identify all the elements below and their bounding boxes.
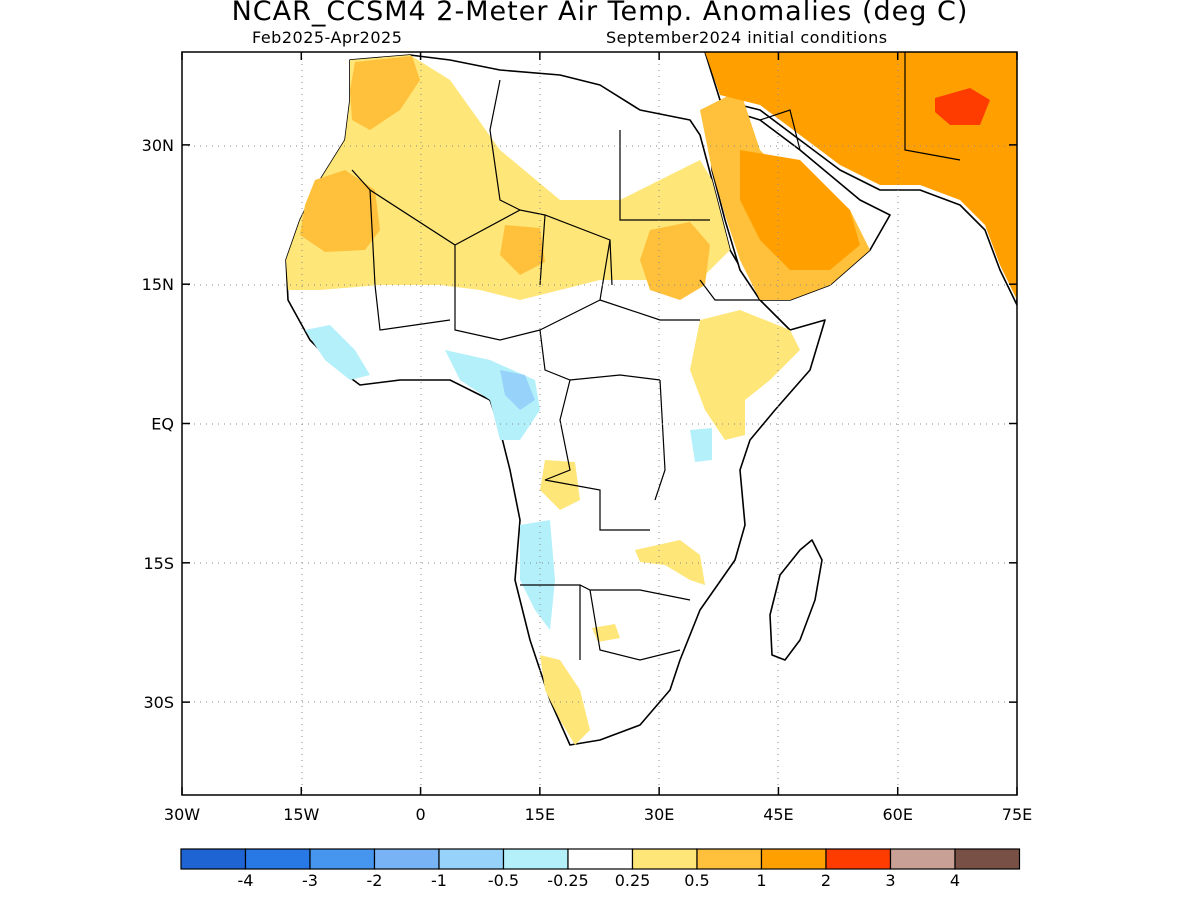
map-title: NCAR_CCSM4 2-Meter Air Temp. Anomalies (… [231,0,969,27]
anomaly-05-1-north [350,56,420,130]
anomaly-neg-cameroon [500,370,535,410]
anomaly-025-05-botswana [592,624,620,642]
legend-swatch [954,848,1021,870]
legend-label: -0.5 [488,871,519,888]
anomaly-05-1-chad [500,225,545,275]
legend-swatch [567,848,634,870]
lat-tick-label: 15S [143,554,174,573]
lon-tick-label: 75E [1002,805,1032,824]
anomaly-neg-namibia [520,520,555,630]
legend-label: -0.25 [547,871,588,888]
legend-swatches [180,848,1021,870]
legend-label: 1 [756,871,766,888]
anomaly-2-3-afghanistan [935,88,990,125]
anomaly-025-05-southafrica [540,655,590,745]
madagascar [769,539,823,661]
legend-label: -4 [238,871,254,888]
lon-tick-label: 60E [882,805,912,824]
legend-label: 4 [950,871,960,888]
lon-tick-label: 15W [283,805,319,824]
legend-label: 0.25 [615,871,651,888]
legend-label: 2 [821,871,831,888]
anomaly-025-05-horn [690,310,800,440]
longitude-axis: 30W 15W 0 15E 30E 45E 60E 75E [164,52,1032,824]
legend-swatch [631,848,698,870]
forecast-period: Feb2025-Apr2025 [252,28,403,47]
anomaly-05-1-westsahara [300,170,380,252]
color-legend: -4 -3 -2 -1 -0.5 -0.25 0.25 0.5 1 2 3 4 [180,848,1021,888]
legend-swatch [180,848,247,870]
legend-swatch [889,848,956,870]
legend-label: 3 [885,871,895,888]
legend-label: 0.5 [684,871,709,888]
anomaly-05-1-sudan [640,222,710,300]
legend-labels: -4 -3 -2 -1 -0.5 -0.25 0.25 0.5 1 2 3 4 [238,871,961,888]
latitude-axis: 30N 15N EQ 15S 30S [142,136,1017,712]
map-area [285,52,1017,746]
anomaly-neg-westafrica [305,325,370,380]
initial-conditions: September2024 initial conditions [606,28,888,47]
legend-swatch [244,848,311,870]
legend-swatch [760,848,827,870]
lat-tick-label: 15N [142,275,174,294]
legend-label: -1 [431,871,447,888]
anomaly-025-05-zambia [635,540,705,585]
lat-tick-label: 30N [142,136,174,155]
lon-tick-label: 15E [525,805,555,824]
legend-swatch [309,848,376,870]
legend-swatch [696,848,763,870]
legend-swatch [438,848,505,870]
legend-label: -3 [302,871,318,888]
anomaly-025-05-angola [540,460,580,510]
lon-tick-label: 0 [415,805,425,824]
anomaly-1-2-arabia [740,150,860,270]
legend-swatch [502,848,569,870]
anomaly-shading [286,52,1017,745]
anomaly-neg-gulfguinea [445,350,540,440]
anomaly-025-05 [286,55,730,300]
lat-tick-label: EQ [151,415,174,434]
lon-tick-label: 45E [763,805,793,824]
legend-swatch [825,848,892,870]
anomaly-neg-lakevictoria [690,428,712,462]
lon-tick-label: 30W [164,805,200,824]
country-borders [351,52,961,661]
legend-swatch [373,848,440,870]
legend-label: -2 [367,871,383,888]
lat-tick-label: 30S [143,693,174,712]
lon-tick-label: 30E [644,805,674,824]
